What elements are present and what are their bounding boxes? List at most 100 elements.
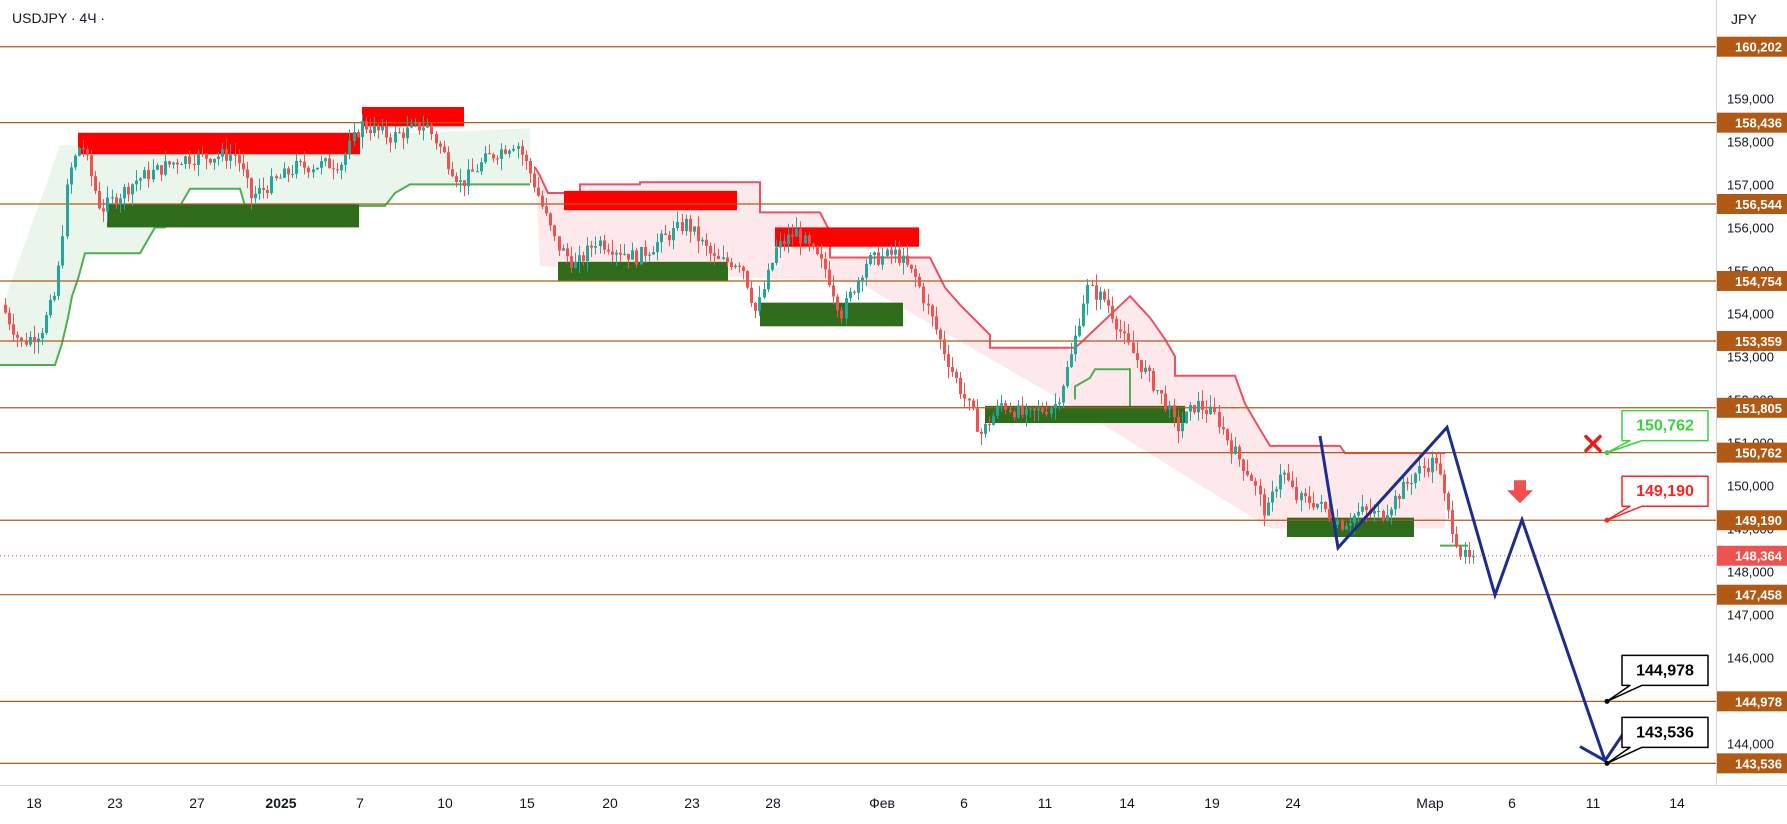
time-tick-label: 24 (1285, 795, 1301, 811)
candle-body (324, 158, 327, 162)
candle-body (385, 126, 388, 138)
candle-body (726, 257, 729, 263)
candle-body (1361, 506, 1364, 512)
candle-body (644, 246, 647, 256)
candle-body (558, 236, 561, 251)
candle-body (988, 424, 991, 426)
upper-band-line (534, 166, 1445, 455)
candle-body (480, 162, 483, 172)
candle-body (49, 299, 52, 316)
candle-body (869, 254, 872, 264)
candle-body (1164, 393, 1167, 410)
candle-body (147, 170, 150, 180)
candle-body (1009, 409, 1012, 412)
candle-body (139, 178, 142, 181)
candle-body (963, 394, 966, 399)
candle-body (767, 269, 770, 290)
candle-body (1160, 390, 1163, 394)
time-tick-label: 18 (26, 795, 42, 811)
candle-body (12, 324, 15, 335)
candle-body (627, 253, 630, 260)
candle-body (344, 154, 347, 165)
candle-body (594, 246, 597, 248)
candle-body (722, 257, 725, 259)
candle-body (1300, 493, 1303, 501)
candle-body (1213, 406, 1216, 412)
candle-body (607, 249, 610, 252)
candle-body (361, 121, 364, 138)
candle-body (119, 198, 122, 205)
candle-body (66, 184, 69, 237)
candle-body (935, 316, 938, 330)
candle-body (1291, 480, 1294, 487)
candle-body (906, 255, 909, 265)
level-tag-label: 147,458 (1735, 588, 1782, 603)
symbol-legend[interactable]: USDJPY · 4Ч · (12, 10, 106, 26)
time-tick-label: 20 (602, 795, 618, 811)
candle-body (570, 256, 573, 268)
candle-body (1427, 467, 1430, 473)
candle-body (381, 126, 384, 131)
callout-anchor-dot (1604, 698, 1610, 704)
lower-band-line (1074, 368, 1131, 421)
level-tag-label: 153,359 (1735, 334, 1782, 349)
candle-body (1148, 367, 1151, 371)
candle-body (849, 291, 852, 299)
candle-body (660, 233, 663, 243)
candle-body (16, 334, 19, 338)
candle-body (1410, 482, 1413, 484)
candle-body (156, 165, 159, 170)
candle-body (549, 213, 552, 226)
candle-body (877, 252, 880, 265)
candle-body (291, 173, 294, 175)
support-zone (107, 203, 359, 228)
candle-body (525, 154, 528, 162)
candle-body (1377, 510, 1380, 512)
level-tag (1717, 691, 1787, 712)
candle-body (45, 315, 48, 333)
candle-body (1119, 329, 1122, 332)
candle-body (672, 227, 675, 241)
candle-body (689, 218, 692, 232)
candle-body (1295, 486, 1298, 501)
candle-body (1234, 446, 1237, 454)
time-tick-label: 7 (356, 795, 364, 811)
candle-body (832, 285, 835, 297)
callout-label: 143,536 (1636, 724, 1694, 741)
candle-body (984, 424, 987, 434)
candle-body (853, 291, 856, 293)
callout-anchor-dot (1604, 450, 1610, 456)
candle-body (492, 154, 495, 159)
time-tick-label: 14 (1669, 795, 1685, 811)
resistance-zone (362, 107, 464, 127)
callout-anchor-dot (1604, 517, 1610, 523)
time-axis[interactable]: 18 23 27 2025 7 10 15 20 23 28 Фев 6 11 14 19 24 Мар 6 11 1… (26, 795, 1685, 811)
price-axis-level-tags: 160,202 158,436 156,544 154,754 153,359 151,8… (1717, 36, 1787, 774)
currency-label[interactable]: JPY (1731, 11, 1757, 27)
candle-body (1242, 459, 1245, 471)
candle-body (74, 155, 77, 168)
price-tick-label: 157,000 (1727, 177, 1774, 192)
candle-body (1173, 405, 1176, 417)
candle-body (816, 246, 819, 255)
candle-body (738, 265, 741, 267)
time-tick-label: 11 (1038, 795, 1053, 811)
candle-body (890, 249, 893, 255)
candle-body (1423, 466, 1426, 468)
candle-body (229, 154, 232, 161)
candle-body (791, 234, 794, 237)
support-zone (760, 302, 903, 327)
candle-body (693, 226, 696, 232)
candle-body (746, 271, 749, 288)
candle-body (152, 169, 155, 180)
candle-body (795, 228, 798, 237)
callout-label: 144,978 (1636, 662, 1694, 679)
candle-body (1447, 493, 1450, 511)
candle-body (332, 168, 335, 170)
candle-body (410, 124, 413, 128)
candle-body (1062, 386, 1065, 403)
time-tick-label: 23 (684, 795, 700, 811)
candle-body (705, 239, 708, 246)
candle-body (238, 155, 241, 164)
